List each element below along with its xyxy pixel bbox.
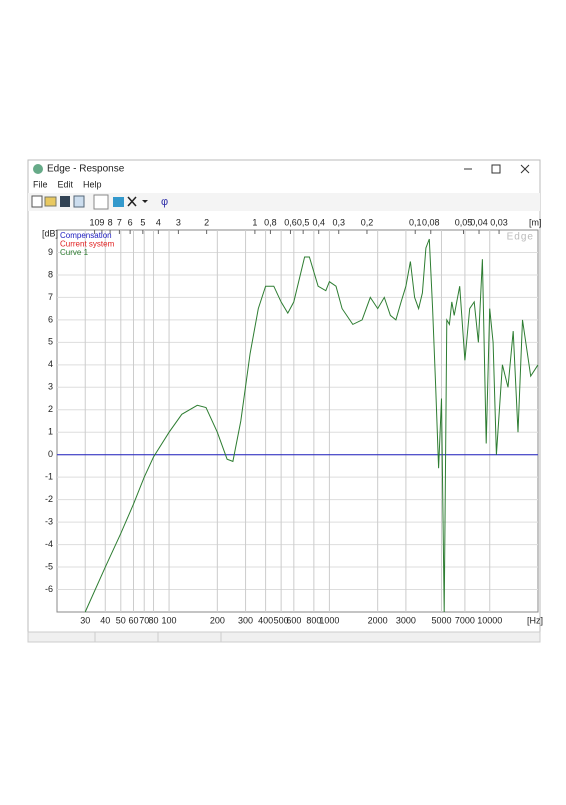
top-tick-label: 6 — [128, 217, 133, 227]
watermark: Edge — [507, 232, 534, 243]
x-tick-label: 80 — [149, 615, 159, 625]
x-tick-label: 40 — [100, 615, 110, 625]
top-tick-label: 0,2 — [361, 217, 374, 227]
save-button[interactable] — [60, 196, 70, 207]
new-button[interactable] — [31, 195, 43, 208]
top-tick-label: 0,04 — [470, 217, 488, 227]
y-axis-unit: [dB] — [42, 228, 58, 238]
top-tick-label: 0,3 — [332, 217, 345, 227]
toolbar — [28, 193, 540, 211]
y-tick-label: 3 — [48, 382, 53, 392]
status-bar — [27, 631, 541, 643]
top-tick-label: 0,05 — [455, 217, 473, 227]
copy-button[interactable] — [73, 195, 85, 208]
y-tick-label: 4 — [48, 359, 53, 369]
x-tick-label: 70 — [139, 615, 149, 625]
y-tick-label: -1 — [45, 472, 53, 482]
top-tick-label: 2 — [204, 217, 209, 227]
x-tick-label: 30 — [80, 615, 90, 625]
top-tick-label: 3 — [176, 217, 181, 227]
delete-button[interactable] — [127, 196, 137, 207]
x-axis-unit: [Hz] — [527, 615, 543, 625]
top-tick-label: 0,8 — [264, 217, 277, 227]
data-line — [84, 238, 539, 613]
menu-item[interactable]: Help — [83, 179, 102, 189]
y-tick-label: -6 — [45, 584, 53, 594]
maximize-button[interactable] — [491, 164, 501, 174]
y-tick-label: 7 — [48, 292, 53, 302]
menu-item[interactable]: File — [33, 179, 48, 189]
y-tick-label: 5 — [48, 337, 53, 347]
top-tick-label: 1 — [252, 217, 257, 227]
top-tick-label: 7 — [117, 217, 122, 227]
legend-entry: Compensation — [60, 231, 112, 240]
top-tick-label: 0,4 — [312, 217, 325, 227]
menu-item[interactable]: Edit — [58, 179, 74, 189]
x-tick-label: 50 — [116, 615, 126, 625]
x-tick-label: 800 — [306, 615, 321, 625]
x-tick-label: 3000 — [396, 615, 416, 625]
y-tick-label: 8 — [48, 269, 53, 279]
y-tick-label: 6 — [48, 314, 53, 324]
x-tick-label: 5000 — [431, 615, 451, 625]
x-tick-label: 600 — [286, 615, 301, 625]
legend-entry: Curve 1 — [60, 248, 89, 257]
x-tick-label: 7000 — [455, 615, 475, 625]
top-tick-label: 0,6 — [284, 217, 297, 227]
y-tick-label: 1 — [48, 427, 53, 437]
window-title: Edge - Response — [47, 164, 125, 175]
open-button[interactable] — [44, 196, 57, 207]
x-tick-label: 60 — [128, 615, 138, 625]
top-tick-label: 9 — [99, 217, 104, 227]
top-tick-label: 0,1 — [409, 217, 422, 227]
x-tick-label: 2000 — [368, 615, 388, 625]
dropdown-button[interactable] — [142, 200, 148, 203]
y-tick-label: -3 — [45, 516, 53, 526]
top-tick-label: 4 — [156, 217, 161, 227]
y-tick-label: 2 — [48, 404, 53, 414]
top-tick-label: 8 — [108, 217, 113, 227]
x-tick-label: 1000 — [319, 615, 339, 625]
legend-entry: Current system — [60, 240, 115, 249]
y-tick-label: -5 — [45, 561, 53, 571]
x-tick-label: 10000 — [477, 615, 502, 625]
top-axis-unit: [m] — [529, 217, 542, 227]
top-tick-label: 10 — [90, 217, 100, 227]
y-tick-label: -4 — [45, 539, 53, 549]
view-button[interactable] — [113, 197, 124, 207]
y-tick-label: 0 — [48, 449, 53, 459]
x-tick-label: 100 — [162, 615, 177, 625]
close-button[interactable] — [520, 164, 530, 174]
x-tick-label: 500 — [274, 615, 289, 625]
top-tick-label: 0,08 — [422, 217, 440, 227]
y-tick-label: -2 — [45, 494, 53, 504]
app-icon — [33, 164, 43, 174]
x-tick-label: 200 — [210, 615, 225, 625]
top-tick-label: 5 — [140, 217, 145, 227]
x-tick-label: 400 — [258, 615, 273, 625]
top-tick-label: 0,5 — [297, 217, 310, 227]
top-tick-label: 0,03 — [490, 217, 508, 227]
draw-button[interactable] — [93, 194, 109, 210]
phase-button[interactable]: φ — [161, 196, 168, 208]
x-tick-label: 300 — [238, 615, 253, 625]
y-tick-label: 9 — [48, 247, 53, 257]
